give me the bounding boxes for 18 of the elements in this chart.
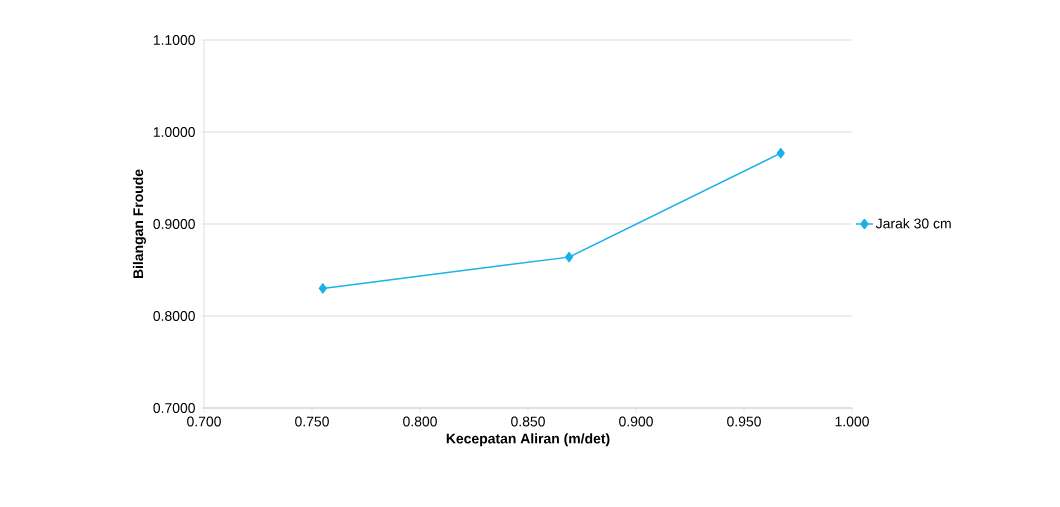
y-tick-label: 1.1000	[153, 35, 195, 45]
x-tick-label: 0.850	[511, 416, 545, 427]
y-tick-label: 0.7000	[153, 403, 195, 413]
x-tick-label: 0.750	[295, 416, 329, 427]
point	[776, 147, 785, 159]
point	[564, 251, 574, 263]
x-tick-label: 0.900	[619, 416, 653, 427]
x-tick-label: 0.700	[187, 416, 221, 427]
y-tick-label: 0.8000	[153, 311, 195, 321]
legend-label: Jarak 30 cm	[875, 218, 951, 229]
x-tick-label: 0.950	[727, 416, 761, 427]
point	[318, 283, 327, 294]
y-axis-title: Bilangan Froude	[132, 169, 146, 279]
y-tick-label: 1.0000	[153, 127, 195, 137]
x-tick-label: 0.800	[403, 416, 437, 427]
y-tick-label: 0.9000	[153, 219, 195, 229]
x-tick-label: 1.000	[835, 416, 869, 427]
x-axis-title: Kecepatan Aliran (m/det)	[446, 433, 610, 447]
